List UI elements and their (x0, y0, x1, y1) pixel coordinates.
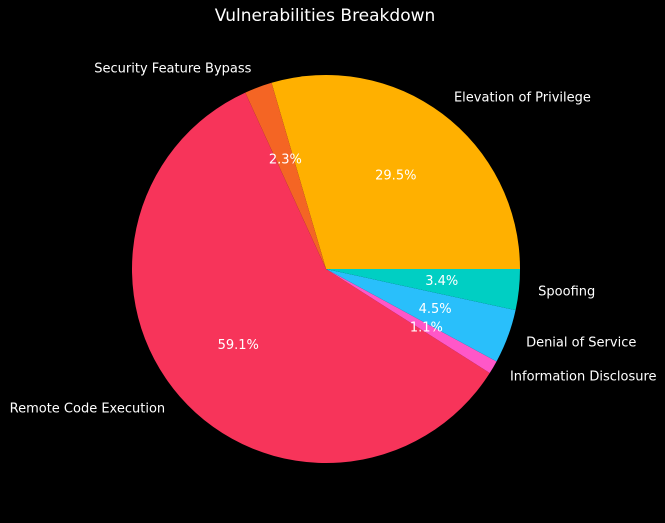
pie-slice-remote-code-execution (131, 92, 490, 464)
chart-title: Vulnerabilities Breakdown (215, 6, 436, 26)
percent-label-denial-of-service: 4.5% (419, 302, 452, 317)
percent-label-security-feature-bypass: 2.3% (269, 152, 302, 167)
pie-slice-spoofing (326, 269, 520, 311)
pie-slice-denial-of-service (326, 269, 516, 362)
category-label-security-feature-bypass: Security Feature Bypass (94, 62, 251, 77)
category-label-information-disclosure: Information Disclosure (510, 370, 657, 385)
percent-label-elevation-of-privilege: 29.5% (375, 168, 416, 183)
percent-label-remote-code-execution: 59.1% (218, 338, 259, 353)
pie-slice-information-disclosure (326, 269, 497, 374)
category-label-remote-code-execution: Remote Code Execution (10, 402, 166, 417)
pie-slices (131, 74, 520, 464)
percent-label-spoofing: 3.4% (425, 274, 458, 289)
pie-slice-security-feature-bypass (245, 82, 326, 269)
category-labels: Elevation of Privilege Security Feature B… (10, 62, 657, 417)
percent-label-information-disclosure: 1.1% (410, 320, 443, 335)
category-label-denial-of-service: Denial of Service (526, 336, 636, 351)
category-label-spoofing: Spoofing (538, 284, 595, 299)
percent-labels: 29.5% 2.3% 59.1% 1.1% 4.5% 3.4% (218, 152, 459, 353)
category-label-elevation-of-privilege: Elevation of Privilege (454, 91, 591, 106)
pie-slice-elevation-of-privilege (271, 74, 520, 269)
